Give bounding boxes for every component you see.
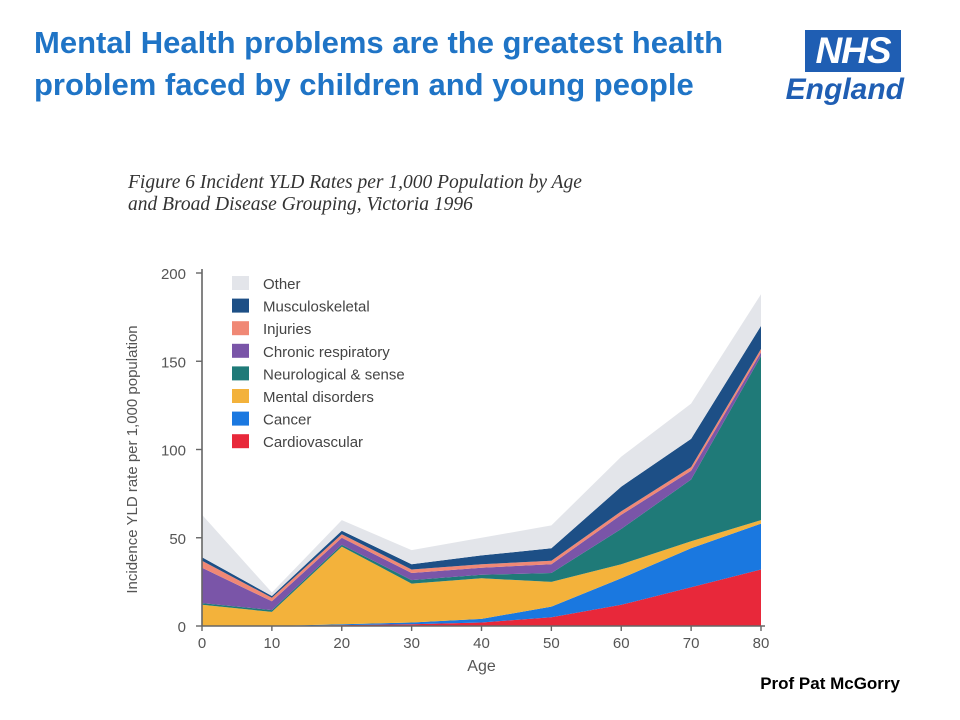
legend-item-cancer: Cancer [232, 411, 311, 429]
chart-legend: Other Musculoskeletal Injuries Chronic resp… [232, 276, 405, 451]
chart-title: Figure 6 Incident YLD Rates per 1,000 Po… [127, 172, 582, 215]
x-tick-label: 40 [473, 635, 490, 652]
area-mental-disorders [202, 520, 761, 626]
x-tick-label: 0 [198, 635, 206, 652]
legend-swatch [232, 321, 249, 336]
x-tick-label: 20 [333, 635, 350, 652]
x-axis-label: Age [467, 658, 496, 675]
legend-item-other: Other [232, 276, 301, 293]
legend-swatch [232, 343, 249, 358]
area-cancer [202, 523, 761, 626]
legend-label: Other [263, 276, 301, 293]
x-tick-label: 80 [753, 635, 770, 652]
legend-label: Chronic respiratory [263, 344, 390, 361]
legend-label: Cancer [263, 412, 311, 429]
legend-swatch [232, 411, 249, 426]
area-other [202, 294, 761, 596]
x-tick-label: 50 [543, 635, 560, 652]
legend-label: Neurological & sense [263, 366, 405, 383]
legend-swatch [232, 298, 249, 313]
legend-swatch [232, 434, 249, 449]
chart-title-line-2: and Broad Disease Grouping, Victoria 199… [128, 194, 473, 215]
legend-label: Mental disorders [263, 389, 374, 406]
nhs-logo-subtext: England [785, 73, 904, 106]
legend-item-injuries: Injuries [232, 321, 311, 338]
legend-swatch [232, 389, 249, 403]
x-tick-label: 30 [403, 635, 420, 652]
area-cardiovascular [202, 569, 761, 626]
x-tick-label: 70 [683, 635, 700, 652]
y-tick-label: 50 [169, 531, 186, 548]
nhs-logo-box: NHS [805, 30, 901, 72]
x-tick-label: 60 [613, 635, 630, 652]
slide-title: Mental Health problems are the greatest … [34, 25, 724, 102]
legend-item-mental-disorders: Mental disorders [232, 389, 374, 406]
legend-label: Musculoskeletal [263, 299, 370, 316]
legend-item-chronic-respiratory: Chronic respiratory [232, 343, 390, 361]
y-tick-label: 200 [161, 266, 186, 283]
y-tick-label: 150 [161, 354, 186, 371]
legend-item-neurological-sense: Neurological & sense [232, 366, 405, 383]
legend-swatch [232, 276, 249, 290]
legend-swatch [232, 366, 249, 381]
y-tick-label: 0 [178, 619, 186, 636]
presenter-credit: Prof Pat McGorry [760, 674, 900, 693]
chart-title-line-1: Figure 6 Incident YLD Rates per 1,000 Po… [127, 172, 582, 193]
area-neurological-sense [202, 356, 761, 612]
y-tick-label: 100 [161, 443, 186, 460]
legend-label: Injuries [263, 321, 311, 338]
legend-item-cardiovascular: Cardiovascular [232, 434, 363, 451]
legend-item-musculoskeletal: Musculoskeletal [232, 298, 370, 316]
x-tick-label: 10 [264, 635, 281, 652]
nhs-england-logo: NHS England [776, 30, 906, 110]
chart-area-layers [202, 294, 761, 626]
y-axis-label: Incidence YLD rate per 1,000 population [124, 325, 141, 593]
chart-axes: 0 50 100 150 200 0 10 20 30 40 50 60 70 80 Age Incidenc… [124, 266, 769, 675]
legend-label: Cardiovascular [263, 434, 363, 451]
